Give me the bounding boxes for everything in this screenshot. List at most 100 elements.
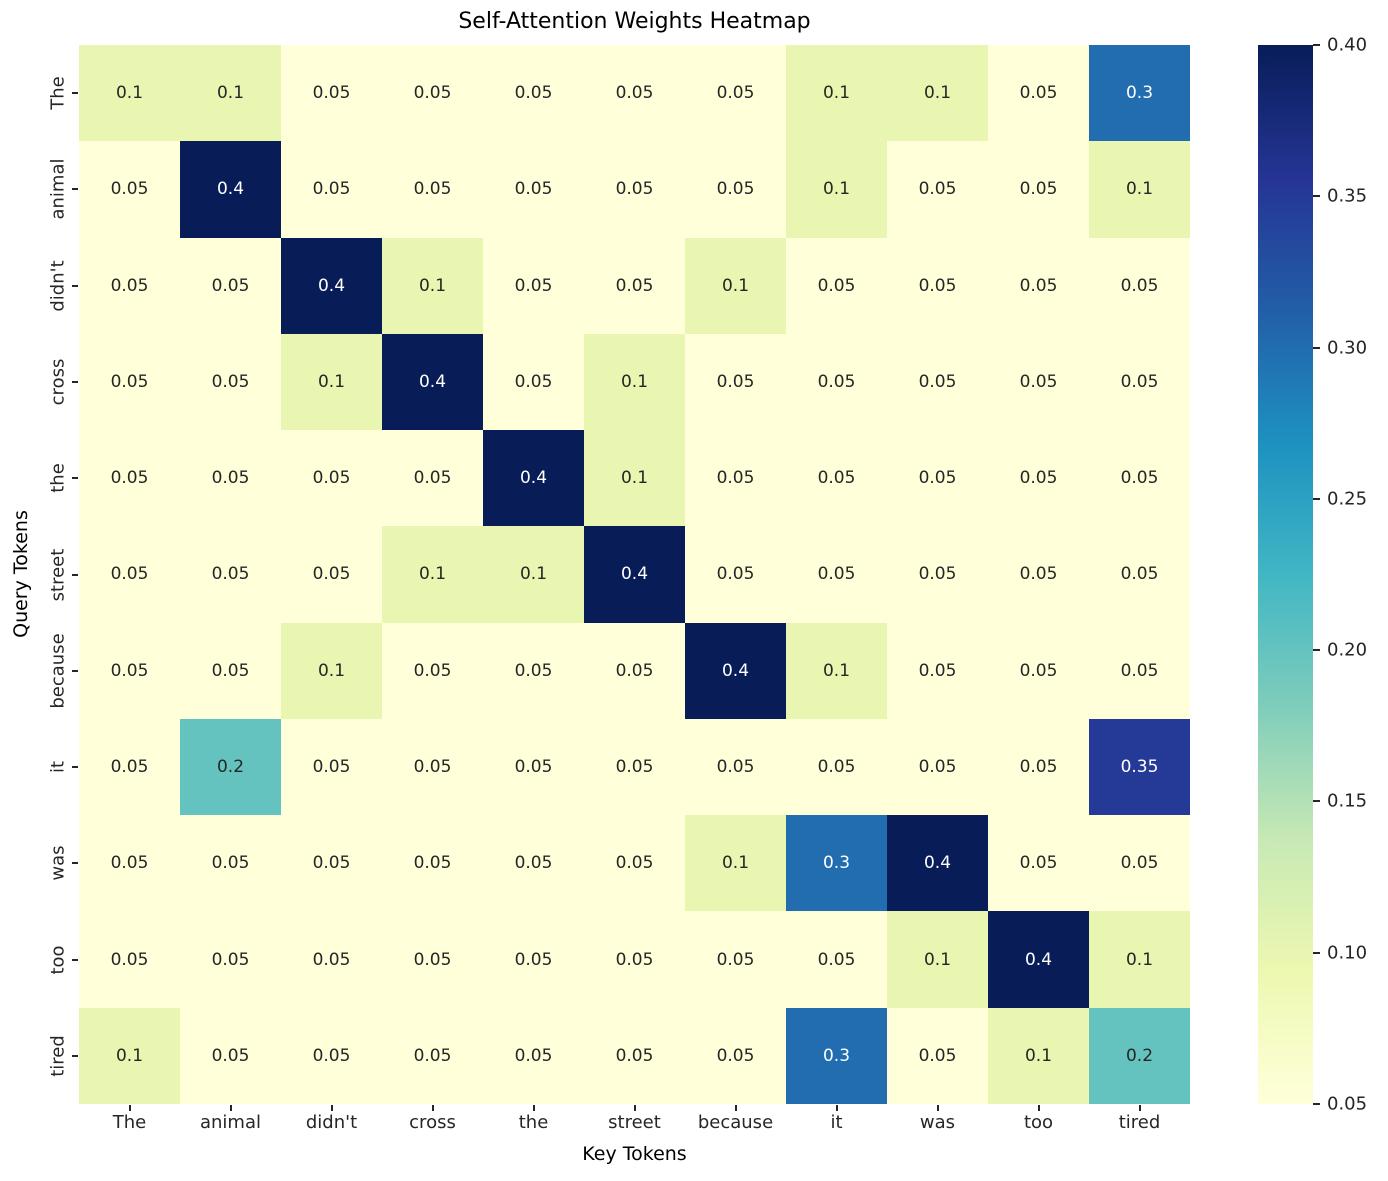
heatmap-cell: 0.05	[79, 911, 180, 1008]
x-tick-mark	[532, 1104, 535, 1111]
heatmap-cell: 0.05	[988, 815, 1089, 912]
heatmap-cell: 0.05	[988, 141, 1089, 238]
heatmap-cell: 0.1	[281, 622, 382, 719]
x-axis-label: Key Tokens	[582, 1143, 687, 1165]
heatmap-cell: 0.05	[887, 1007, 988, 1104]
heatmap-cell: 0.05	[584, 911, 685, 1008]
heatmap-cell: 0.05	[988, 333, 1089, 431]
heatmap-cell: 0.3	[786, 1007, 887, 1104]
heatmap-cell: 0.05	[988, 526, 1089, 623]
heatmap-cell: 0.2	[180, 718, 281, 816]
heatmap-cell: 0.05	[887, 718, 988, 816]
heatmap-cell: 0.05	[685, 526, 786, 623]
heatmap-cell: 0.05	[887, 141, 988, 238]
y-tick-mark	[72, 284, 78, 287]
y-tick-mark	[72, 766, 78, 769]
heatmap-cell: 0.05	[887, 622, 988, 719]
heatmap-cell: 0.1	[685, 815, 786, 912]
heatmap-cell: 0.05	[584, 815, 685, 912]
x-tick-label: was	[919, 1112, 956, 1133]
heatmap-cell: 0.05	[79, 430, 180, 527]
colorbar-tick-label: 0.30	[1327, 337, 1368, 359]
heatmap-cell: 0.05	[1089, 526, 1190, 623]
heatmap-cell: 0.1	[988, 1007, 1089, 1104]
colorbar-tick-label: 0.40	[1327, 34, 1368, 56]
heatmap-cell: 0.05	[382, 815, 483, 912]
heatmap-cell: 0.05	[180, 526, 281, 623]
heatmap-cell: 0.1	[685, 237, 786, 334]
x-tick-label: street	[608, 1112, 661, 1133]
x-tick-mark	[330, 1104, 333, 1111]
heatmap-cell: 0.4	[685, 622, 786, 719]
heatmap-cell: 0.1	[887, 45, 988, 142]
heatmap-cell: 0.05	[584, 237, 685, 334]
heatmap-cell: 0.05	[483, 815, 584, 912]
heatmap-cell: 0.05	[483, 45, 584, 142]
heatmap-cell: 0.05	[786, 911, 887, 1008]
heatmap-cell: 0.4	[483, 430, 584, 527]
colorbar-tick-mark	[1313, 195, 1320, 198]
colorbar-tick-label: 0.05	[1327, 1093, 1368, 1115]
heatmap-cell: 0.1	[1089, 911, 1190, 1008]
heatmap-cell: 0.05	[786, 718, 887, 816]
y-tick-mark	[72, 380, 78, 383]
y-tick-mark	[72, 573, 78, 576]
colorbar-tick-label: 0.20	[1327, 639, 1368, 661]
heatmap-cell: 0.3	[786, 815, 887, 912]
heatmap-cell: 0.05	[79, 815, 180, 912]
x-tick-label: the	[518, 1112, 549, 1133]
heatmap-cell: 0.05	[584, 718, 685, 816]
heatmap-cell: 0.05	[382, 430, 483, 527]
heatmap-cell: 0.05	[887, 333, 988, 431]
heatmap-cell: 0.35	[1089, 718, 1190, 816]
heatmap-cell: 0.1	[786, 141, 887, 238]
y-tick-mark	[72, 477, 78, 480]
x-tick-mark	[633, 1104, 636, 1111]
heatmap-cell: 0.05	[382, 718, 483, 816]
heatmap-cell: 0.1	[382, 237, 483, 334]
heatmap-cell: 0.05	[281, 815, 382, 912]
heatmap-cell: 0.05	[79, 718, 180, 816]
x-tick-mark	[128, 1104, 131, 1111]
heatmap-cell: 0.05	[988, 430, 1089, 527]
heatmap-cell: 0.1	[180, 45, 281, 142]
heatmap-cell: 0.05	[584, 622, 685, 719]
colorbar-tick-mark	[1313, 649, 1320, 652]
heatmap-cell: 0.05	[382, 622, 483, 719]
heatmap-cell: 0.2	[1089, 1007, 1190, 1104]
heatmap-cell: 0.05	[685, 1007, 786, 1104]
heatmap-cell: 0.05	[79, 622, 180, 719]
heatmap-cell: 0.05	[584, 1007, 685, 1104]
heatmap-cell: 0.05	[988, 237, 1089, 334]
colorbar-tick-label: 0.25	[1327, 488, 1368, 510]
x-tick-mark	[431, 1104, 434, 1111]
y-tick-label: the	[47, 463, 69, 493]
heatmap-cell: 0.05	[382, 1007, 483, 1104]
y-tick-label: didn't	[47, 260, 69, 312]
heatmap-cell: 0.1	[79, 1007, 180, 1104]
heatmap-cell: 0.4	[382, 333, 483, 431]
x-tick-mark	[835, 1104, 838, 1111]
colorbar-tick-label: 0.15	[1327, 790, 1368, 812]
x-tick-label: cross	[409, 1112, 456, 1133]
heatmap-cell: 0.05	[382, 141, 483, 238]
heatmap-cell: 0.05	[483, 333, 584, 431]
heatmap-cell: 0.05	[180, 622, 281, 719]
y-tick-label: The	[47, 76, 69, 110]
heatmap-cell: 0.05	[382, 911, 483, 1008]
heatmap-cell: 0.05	[685, 141, 786, 238]
heatmap-cell: 0.05	[382, 45, 483, 142]
heatmap-cell: 0.05	[786, 333, 887, 431]
heatmap-cell: 0.05	[180, 911, 281, 1008]
heatmap-cell: 0.05	[180, 1007, 281, 1104]
colorbar-tick-mark	[1313, 44, 1320, 46]
y-tick-mark	[72, 92, 78, 95]
heatmap-cell: 0.05	[483, 237, 584, 334]
heatmap-cell: 0.3	[1089, 45, 1190, 142]
colorbar	[1258, 45, 1313, 1104]
heatmap-cell: 0.05	[685, 430, 786, 527]
heatmap-cell: 0.05	[584, 45, 685, 142]
heatmap-cell: 0.05	[1089, 237, 1190, 334]
y-tick-mark	[72, 1054, 78, 1057]
